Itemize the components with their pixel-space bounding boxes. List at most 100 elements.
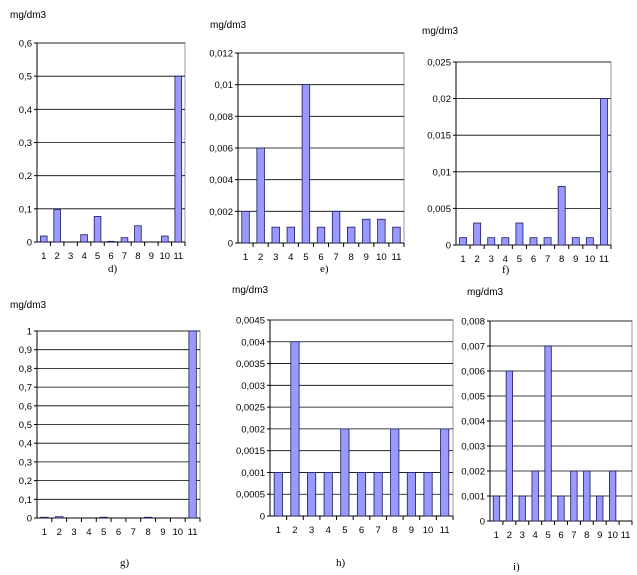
x-tick-label: 11 [188, 527, 198, 538]
y-tick-label: 0,001 [241, 468, 265, 479]
bar [609, 470, 617, 522]
y-tick-label: 0,02 [433, 94, 452, 105]
bar [515, 222, 524, 246]
y-tick-label: 0,8 [19, 364, 32, 375]
y-tick-label: 0,001 [461, 492, 485, 503]
x-tick-label: 2 [57, 527, 62, 538]
x-tick-label: 11 [599, 254, 609, 265]
chart-caption: h) [336, 557, 346, 569]
y-tick-label: 0,01 [433, 167, 452, 178]
bar [473, 222, 482, 246]
bar [492, 495, 501, 522]
y-tick-label: 0,01 [215, 80, 234, 91]
bar [80, 234, 88, 243]
x-tick-label: 1 [243, 252, 248, 263]
x-tick-label: 10 [376, 252, 387, 263]
x-tick-label: 6 [116, 527, 121, 538]
y-tick-label: 0,4 [19, 105, 32, 116]
y-tick-label: 0,6 [19, 401, 32, 412]
y-tick-label: 0,012 [209, 49, 233, 60]
x-tick-label: 10 [172, 527, 183, 538]
x-tick-label: 9 [364, 252, 369, 263]
bar [93, 216, 102, 243]
bar [392, 226, 401, 244]
bar [347, 226, 356, 244]
x-tick-label: 1 [42, 527, 47, 538]
bar [55, 516, 64, 519]
x-tick-label: 2 [507, 530, 512, 541]
bar [440, 428, 450, 517]
y-unit-label: mg/dm3 [210, 20, 247, 31]
y-tick-label: 0,015 [427, 131, 451, 142]
x-tick-label: 6 [108, 251, 113, 262]
x-tick-label: 10 [160, 251, 171, 262]
y-tick-label: 0,0045 [236, 316, 265, 327]
y-tick-label: 0,1 [19, 495, 32, 506]
x-tick-label: 5 [517, 254, 522, 265]
x-tick-label: 8 [145, 527, 150, 538]
chart-caption: i) [513, 561, 520, 573]
bar [505, 370, 513, 522]
y-tick-label: 0,0035 [236, 359, 265, 370]
bar [301, 84, 311, 244]
y-tick-label: 0,003 [241, 381, 265, 392]
bar [107, 240, 115, 243]
x-tick-label: 3 [273, 252, 278, 263]
x-tick-label: 7 [571, 530, 576, 541]
x-tick-label: 7 [375, 525, 380, 536]
x-tick-label: 10 [423, 525, 434, 536]
bar [39, 235, 48, 243]
y-tick-label: 0,2 [19, 171, 32, 182]
bar [331, 210, 341, 244]
x-tick-label: 9 [149, 251, 154, 262]
y-tick-label: 0,5 [19, 420, 32, 431]
x-tick-label: 3 [520, 530, 525, 541]
bar [583, 470, 591, 522]
y-tick-label: 0,002 [209, 207, 233, 218]
x-tick-label: 3 [71, 527, 76, 538]
y-tick-label: 0,0025 [236, 403, 265, 414]
bar [144, 516, 153, 519]
y-tick-label: 0,0015 [236, 446, 265, 457]
bar [53, 209, 61, 243]
bar [362, 218, 371, 244]
bar [518, 495, 526, 522]
x-tick-label: 7 [333, 252, 338, 263]
x-tick-label: 6 [318, 252, 323, 263]
chart-caption: g) [120, 557, 130, 569]
x-tick-label: 2 [474, 254, 479, 265]
bar [600, 98, 608, 246]
bar [120, 237, 129, 243]
x-tick-label: 6 [531, 254, 536, 265]
bar [373, 472, 383, 517]
y-tick-label: 0,005 [461, 392, 485, 403]
x-tick-label: 11 [440, 525, 450, 536]
y-tick-label: 0 [446, 241, 451, 252]
x-tick-label: 8 [392, 525, 397, 536]
x-tick-label: 11 [392, 252, 402, 263]
y-tick-label: 0,002 [461, 467, 485, 478]
y-tick-label: 0,002 [241, 424, 265, 435]
bar [286, 226, 295, 244]
y-unit-label: mg/dm3 [10, 300, 47, 311]
bar [557, 495, 565, 522]
bar [585, 237, 594, 246]
x-tick-label: 6 [359, 525, 364, 536]
bar [423, 472, 433, 517]
bar [241, 210, 250, 244]
bar [40, 516, 49, 519]
y-tick-label: 0,006 [461, 367, 485, 378]
x-tick-label: 6 [558, 530, 563, 541]
bar [531, 470, 539, 522]
y-tick-label: 0 [27, 238, 32, 249]
y-tick-label: 0,005 [427, 204, 451, 215]
x-tick-label: 2 [258, 252, 263, 263]
bar [273, 472, 283, 517]
x-tick-label: 2 [55, 251, 60, 262]
y-tick-label: 0,004 [241, 337, 265, 348]
x-tick-label: 7 [131, 527, 136, 538]
x-tick-label: 11 [173, 251, 183, 262]
x-tick-label: 5 [95, 251, 100, 262]
bar [596, 495, 604, 522]
